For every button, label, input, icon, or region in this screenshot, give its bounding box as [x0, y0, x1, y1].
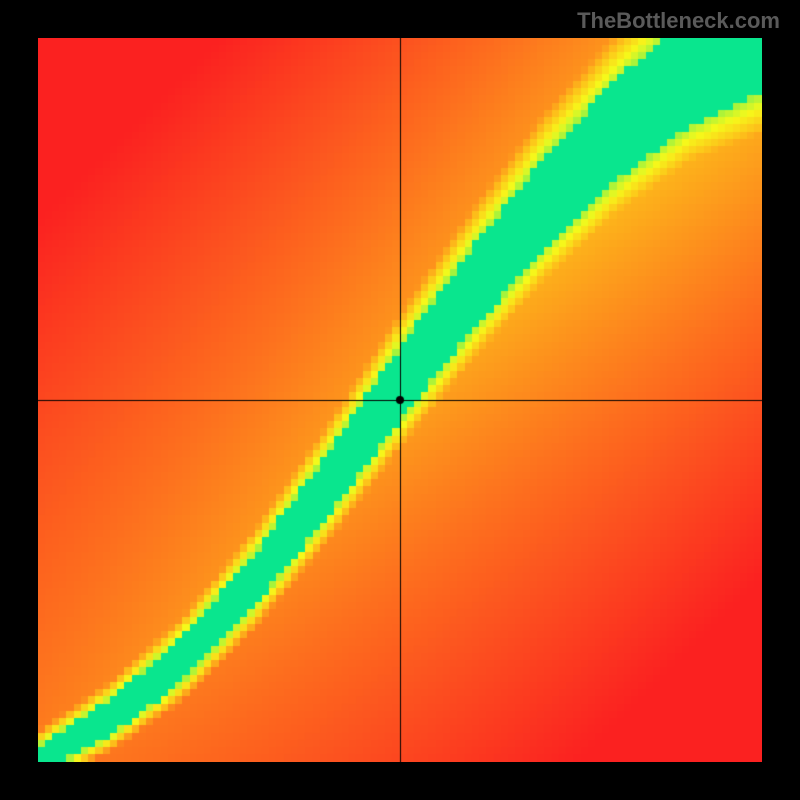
bottleneck-heatmap: [38, 38, 762, 762]
chart-frame: TheBottleneck.com: [0, 0, 800, 800]
watermark-text: TheBottleneck.com: [577, 8, 780, 34]
